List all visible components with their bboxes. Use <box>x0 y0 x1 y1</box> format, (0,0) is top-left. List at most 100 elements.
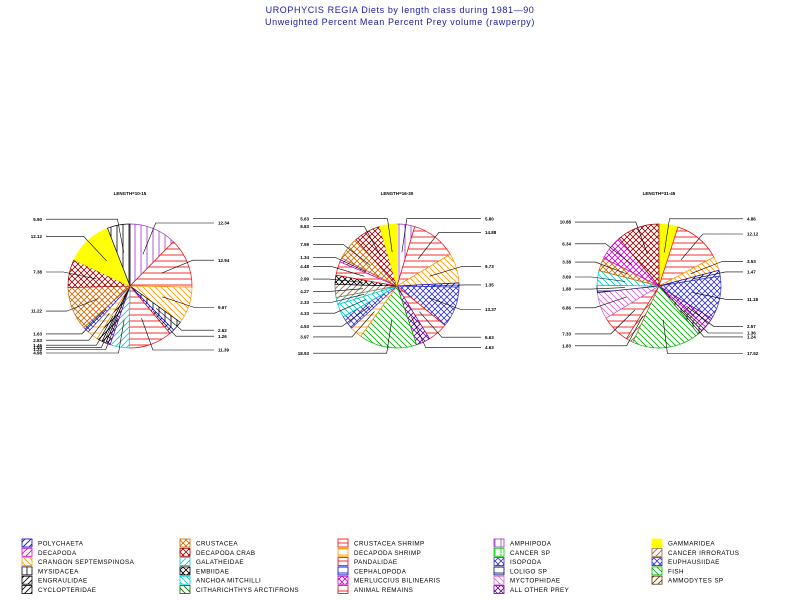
pie-value-label: 9.73 <box>485 264 494 269</box>
legend-item-anchoa-mitchilli: ANCHOA MITCHILLI <box>179 575 261 585</box>
pie-value-label: 1.04 <box>33 345 42 350</box>
legend-item-isopoda: ISOPODA <box>493 557 542 566</box>
pie-value-label: 1.34 <box>300 255 309 260</box>
legend-swatch <box>21 557 33 566</box>
leader-line <box>313 244 371 266</box>
legend-label: CYCLOPTERIDAE <box>38 587 96 594</box>
pie-value-label: 3.38 <box>562 260 571 265</box>
pie-value-label: 2.57 <box>747 324 756 329</box>
pie-value-label: 4.86 <box>747 216 756 221</box>
legend-item-crustacea-shrimp: CRUSTACEA SHRIMP <box>337 538 424 548</box>
legend-label: GALATHEIDAE <box>196 559 244 566</box>
legend-item-cephalopoda: CEPHALOPODA <box>337 566 407 576</box>
leader-line <box>683 309 743 334</box>
legend-swatch <box>493 566 505 576</box>
legend-label: AMPHIPODA <box>510 541 552 548</box>
pie-value-label: 12.12 <box>31 234 43 239</box>
legend-swatch <box>21 566 33 576</box>
legend-item-decapoda: DECAPODA <box>21 547 77 557</box>
leader-line <box>46 309 107 335</box>
legend-swatch <box>651 557 663 566</box>
leader-line <box>664 218 743 253</box>
leader-line <box>429 266 481 277</box>
legend-label: FISH <box>668 568 684 575</box>
legend-swatch <box>337 538 349 548</box>
legend-item-euphausiidae: EUPHAUSIIDAE <box>651 557 719 566</box>
legend-item-embiidae: EMBIIDAE <box>179 566 229 575</box>
pie-value-label: 1.24 <box>747 335 756 340</box>
pie-value-label: 1.26 <box>218 334 227 339</box>
legend-swatch <box>337 557 349 566</box>
leader-line <box>46 298 99 312</box>
pie-value-label: 4.27 <box>300 289 309 294</box>
pie-title: LENGTH=16-30 <box>381 191 414 196</box>
pie-value-label: 17.52 <box>747 351 759 356</box>
legend-label: CEPHALOPODA <box>354 568 407 575</box>
legend-item-crustacea: CRUSTACEA <box>179 538 238 548</box>
legend-item-loligo-sp: LOLIGO SP <box>493 566 547 576</box>
legend-label: CITHARICHTHYS ARCTIFRONS <box>196 587 299 594</box>
leader-line <box>411 316 481 348</box>
leader-line <box>142 222 214 255</box>
legend-label: ANCHOA MITCHILLI <box>196 578 261 585</box>
legend-swatch <box>337 547 349 557</box>
legend-item-decapoda-shrimp: DECAPODA SHRIMP <box>337 547 421 557</box>
pie-value-label: 2.62 <box>218 328 227 333</box>
legend-item-citharichthys-arctifrons: CITHARICHTHYS ARCTIFRONS <box>179 585 299 594</box>
legend-swatch <box>179 575 191 585</box>
leader-line <box>690 261 743 274</box>
leader-line <box>46 313 110 341</box>
legend-label: PANDALIDAE <box>354 559 397 566</box>
leader-line <box>313 319 393 354</box>
legend-swatch <box>651 575 663 585</box>
legend-label: CRUSTACEA <box>196 541 238 548</box>
legend-item-myctophidae: MYCTOPHIDAE <box>493 575 560 585</box>
legend-item-cancer-irroratus: CANCER IRRORATUS <box>651 547 739 557</box>
leader-line <box>575 287 625 290</box>
legend-item-cyclopteridae: CYCLOPTERIDAE <box>21 585 96 594</box>
legend-label: GAMMARIDEA <box>668 541 715 548</box>
leader-line <box>313 226 381 257</box>
legend-label: MYSIDACEA <box>38 568 79 575</box>
pie-value-label: 9.67 <box>218 305 227 310</box>
legend-swatch <box>179 538 191 548</box>
pie-value-label: 4.53 <box>300 324 309 329</box>
pie-value-label: 3.97 <box>300 335 309 340</box>
legend-label: ISOPODA <box>510 559 542 566</box>
leader-line <box>313 305 370 327</box>
pie-chart-2: LENGTH=16-30 5.80 14.88 9.73 1.35 13.37 6.63 4.… <box>298 191 497 356</box>
leader-line <box>152 310 214 337</box>
legend-swatch <box>337 566 349 576</box>
legend-swatch <box>493 557 505 566</box>
leader-line <box>313 218 393 253</box>
pie-title: LENGTH=10-15 <box>114 191 147 196</box>
legend-item-engraulidae: ENGRAULIDAE <box>21 575 87 585</box>
legend-item-gammaridea: GAMMARIDEA <box>651 538 715 548</box>
leader-line <box>46 236 107 262</box>
pie-value-label: 13.37 <box>485 307 497 312</box>
legend-label: EMBIIDAE <box>196 568 229 575</box>
legend-label: CANCER IRRORATUS <box>668 550 739 557</box>
leader-line <box>681 311 743 338</box>
legend-item-pandalidae: PANDALIDAE <box>337 557 397 566</box>
legend-item-all-other-prey: ALL OTHER PREY <box>493 585 570 594</box>
legend-item-galatheidae: GALATHEIDAE <box>179 557 244 566</box>
leader-line <box>313 299 366 314</box>
pie-value-label: 4.33 <box>300 311 309 316</box>
legend-item-amphipoda: AMPHIPODA <box>493 538 552 548</box>
legend-label: DECAPODA <box>38 550 77 557</box>
leader-line <box>313 257 367 272</box>
leader-line <box>575 315 644 347</box>
leader-line <box>692 271 743 280</box>
legend-label: ALL OTHER PREY <box>510 587 570 594</box>
legend-swatch <box>179 547 191 557</box>
leader-line <box>419 311 481 338</box>
leader-line <box>575 243 633 266</box>
leader-line <box>313 311 375 338</box>
pie-value-label: 14.88 <box>485 230 497 235</box>
leader-line <box>313 288 364 292</box>
legend-label: AMMODYTES SP <box>668 578 724 585</box>
legend-item-merluccius-bilinearis: MERLUCCIUS BILINEARIS <box>337 575 440 585</box>
pie-value-label: 6.63 <box>485 335 494 340</box>
legend-label: CRANGON SEPTEMSPINOSA <box>38 559 135 566</box>
